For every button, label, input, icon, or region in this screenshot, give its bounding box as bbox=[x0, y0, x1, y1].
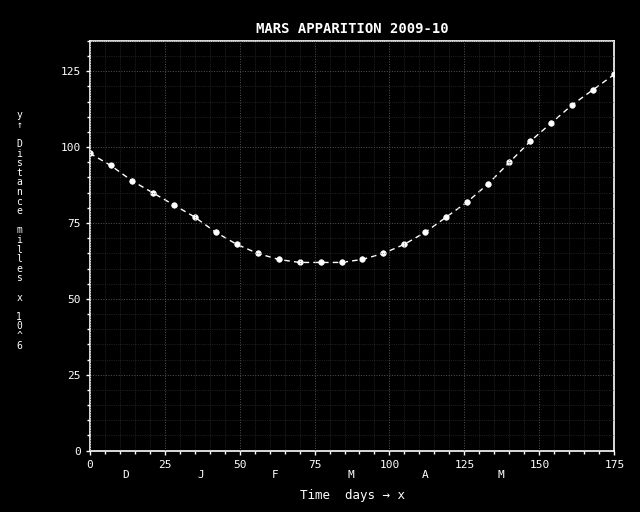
Text: F: F bbox=[272, 470, 279, 480]
Title: MARS APPARITION 2009-10: MARS APPARITION 2009-10 bbox=[256, 22, 448, 36]
Text: M: M bbox=[347, 470, 354, 480]
Text: A: A bbox=[422, 470, 429, 480]
X-axis label: Time  days → x: Time days → x bbox=[300, 489, 404, 502]
Text: M: M bbox=[497, 470, 504, 480]
Text: D: D bbox=[122, 470, 129, 480]
Text: y
↑
 
D
i
s
t
a
n
c
e
 
m
i
l
l
e
s
 
x
 
1
0
^
6: y ↑ D i s t a n c e m i l l e s x 1 0 ^ … bbox=[16, 110, 22, 351]
Text: J: J bbox=[197, 470, 204, 480]
